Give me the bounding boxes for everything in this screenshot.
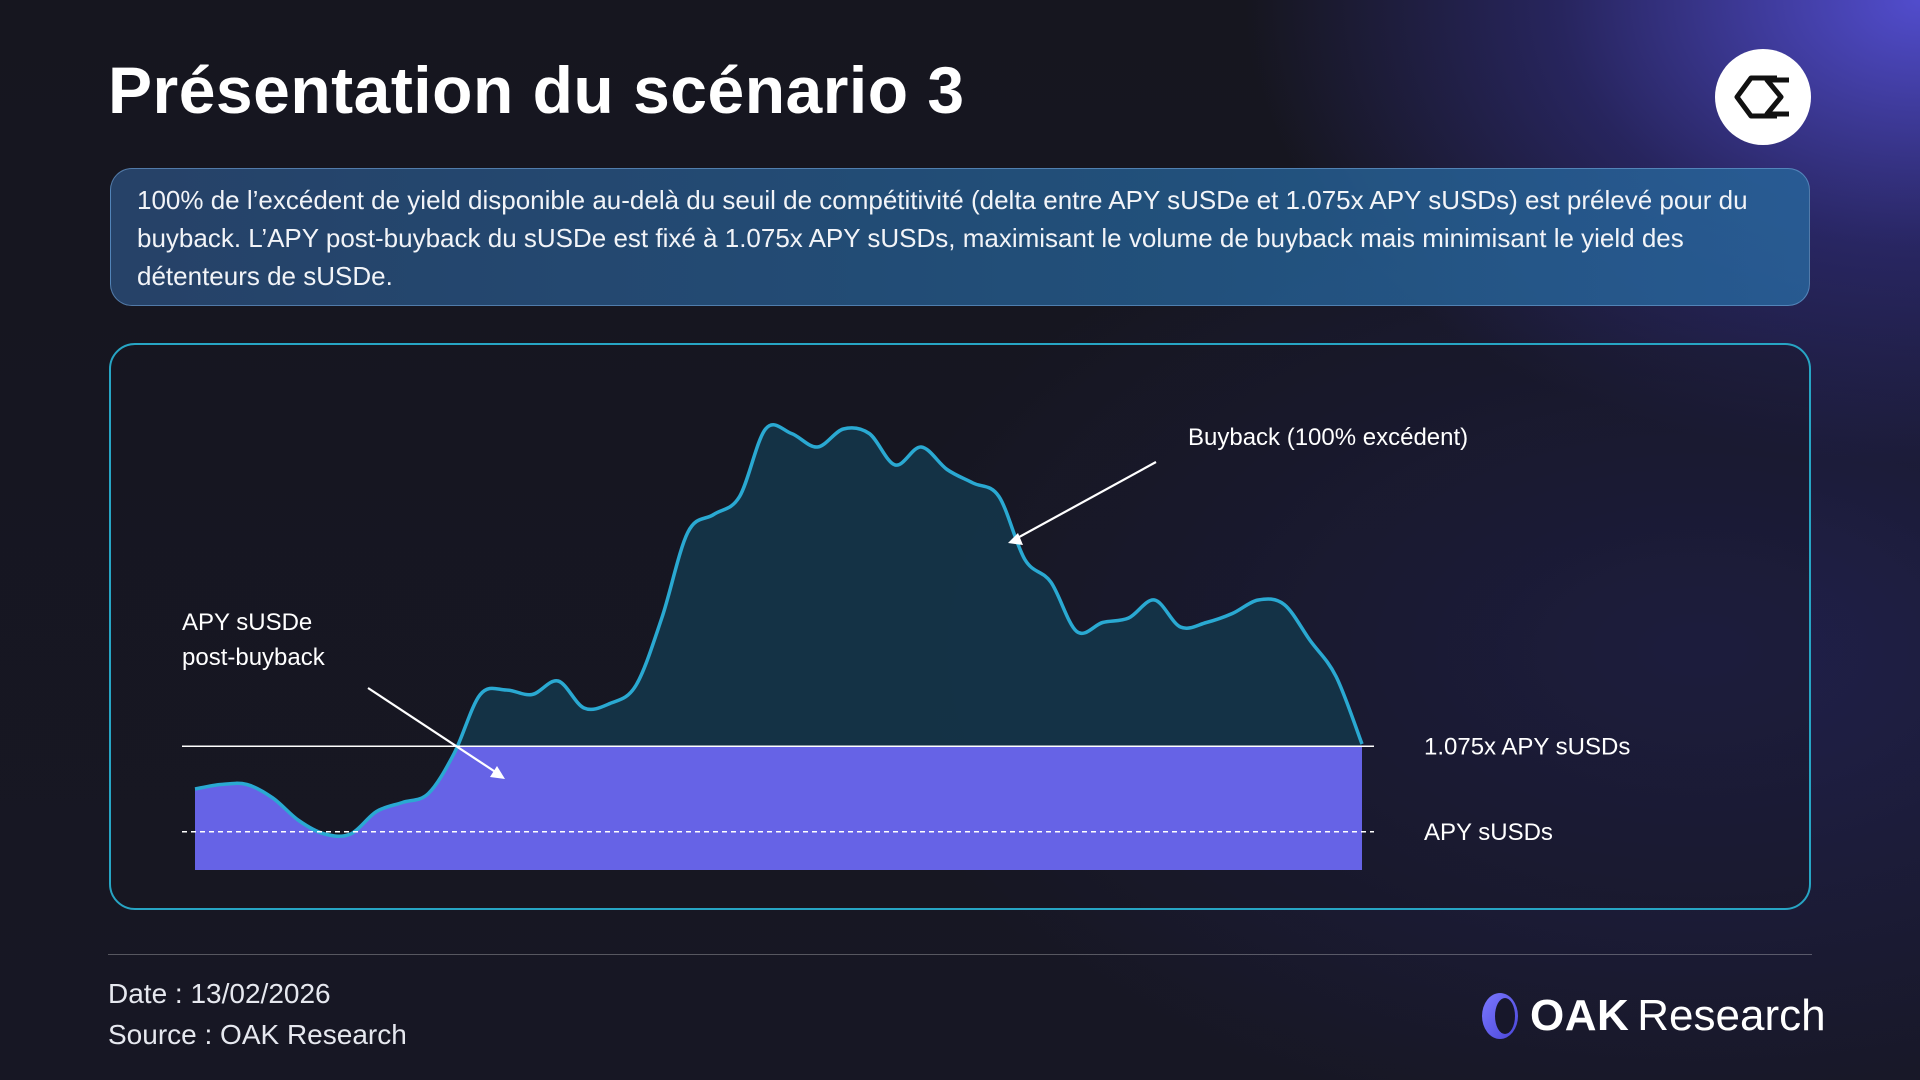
annotation-arrow-buyback [1011, 461, 1157, 542]
sigma-exchange-icon [1734, 75, 1789, 119]
oak-logo-icon [1482, 993, 1518, 1039]
sigma-exchange-logo [1715, 49, 1811, 145]
annotation-buyback: Buyback (100% excédent) [1188, 424, 1468, 451]
arrow-head-icon [1008, 533, 1023, 545]
scenario-description: 100% de l’excédent de yield disponible a… [110, 168, 1810, 306]
threshold-label-1075x: 1.075x APY sUSDs [1424, 733, 1630, 760]
brand-logo: OAK Research [1476, 986, 1826, 1046]
footer-source: Source : OAK Research [108, 1019, 407, 1050]
arrow-head-icon [490, 766, 505, 779]
annotation-post-buyback-line2: post-buyback [182, 644, 326, 671]
post-buyback-area-curve [195, 746, 1362, 870]
buyback-area [457, 424, 1362, 747]
footer-date: Date : 13/02/2026 [108, 978, 331, 1009]
threshold-label-apy-susds: APY sUSDs [1424, 819, 1553, 846]
series-line-apy-susde [194, 423, 1364, 838]
annotation-arrow-post-buyback [367, 687, 501, 776]
footer-divider [108, 954, 1812, 955]
brand-name-research: Research [1637, 991, 1826, 1040]
page-title: Présentation du scénario 3 [108, 53, 965, 127]
annotation-post-buyback-line1: APY sUSDe [182, 609, 312, 636]
brand-name-oak: OAK [1530, 991, 1630, 1040]
